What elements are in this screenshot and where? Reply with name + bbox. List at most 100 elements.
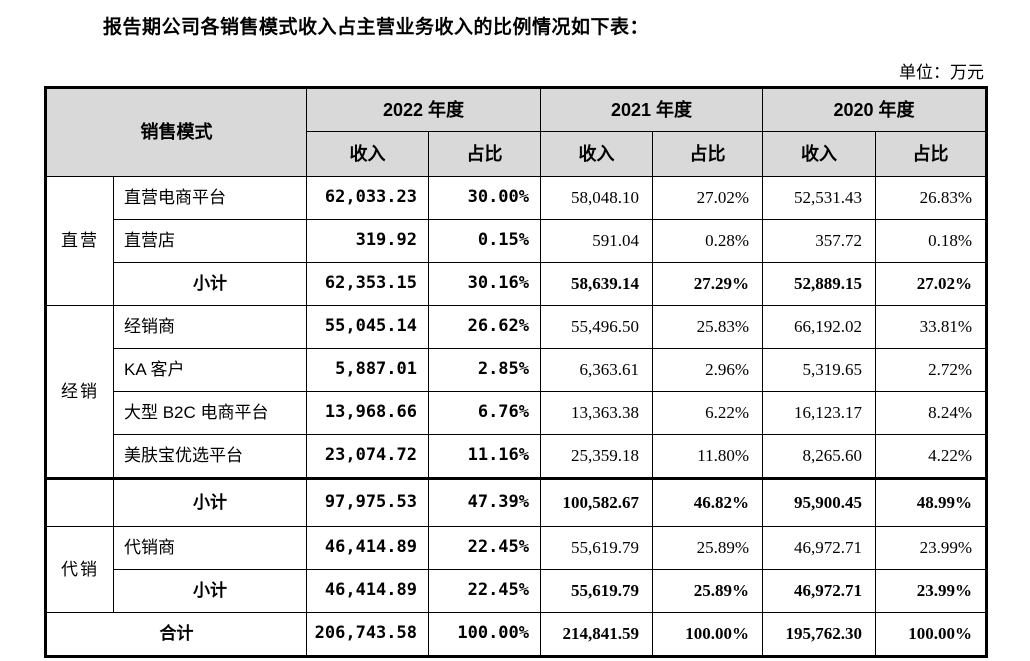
value-2020-ratio: 100.00% bbox=[875, 612, 988, 657]
value-2022-ratio: 47.39% bbox=[427, 477, 542, 527]
value-2020-ratio: 48.99% bbox=[875, 477, 988, 527]
header-2021-income: 收入 bbox=[540, 131, 654, 177]
value-2022-income: 23,074.72 bbox=[306, 434, 429, 479]
value-2020-ratio: 33.81% bbox=[875, 305, 988, 349]
value-2022-income: 13,968.66 bbox=[306, 391, 429, 435]
value-2020-ratio: 0.18% bbox=[875, 219, 988, 263]
subtotal-label: 小计 bbox=[113, 569, 307, 613]
subtotal-label: 小计 bbox=[113, 262, 307, 306]
value-2021-ratio: 2.96% bbox=[652, 348, 764, 392]
value-2021-ratio: 25.83% bbox=[652, 305, 764, 349]
table-row: 大型 B2C 电商平台 13,968.66 6.76% 13,363.38 6.… bbox=[46, 391, 988, 435]
value-2022-income: 206,743.58 bbox=[306, 612, 429, 657]
value-2022-ratio: 100.00% bbox=[427, 612, 542, 657]
value-2021-ratio: 27.02% bbox=[652, 176, 764, 220]
table-header: 销售模式 2022 年度 2021 年度 2020 年度 收入 占比 收入 占比… bbox=[45, 87, 988, 177]
value-2022-ratio: 30.00% bbox=[427, 176, 542, 220]
value-2020-income: 52,889.15 bbox=[762, 262, 877, 306]
value-2021-income: 58,639.14 bbox=[540, 262, 654, 306]
value-2021-ratio: 11.80% bbox=[652, 434, 764, 479]
value-2021-income: 58,048.10 bbox=[540, 176, 654, 220]
value-2020-ratio: 27.02% bbox=[875, 262, 988, 306]
table-row: 美肤宝优选平台 23,074.72 11.16% 25,359.18 11.80… bbox=[46, 434, 988, 479]
value-2020-ratio: 23.99% bbox=[875, 526, 988, 570]
header-row-metrics: 收入 占比 收入 占比 收入 占比 bbox=[46, 131, 988, 177]
value-2020-income: 16,123.17 bbox=[762, 391, 877, 435]
table-body: 直营 直营电商平台 62,033.23 30.00% 58,048.10 27.… bbox=[45, 176, 988, 657]
total-row: 合计 206,743.58 100.00% 214,841.59 100.00%… bbox=[45, 612, 988, 657]
value-2020-ratio: 26.83% bbox=[875, 176, 988, 220]
value-2021-income: 55,619.79 bbox=[540, 569, 654, 613]
value-2022-income: 46,414.89 bbox=[306, 526, 429, 570]
header-2020-income: 收入 bbox=[762, 131, 877, 177]
empty-group-cell bbox=[45, 477, 114, 527]
group-distribution-label: 经销 bbox=[45, 305, 114, 479]
header-year-2022: 2022 年度 bbox=[305, 87, 542, 132]
value-2020-income: 8,265.60 bbox=[762, 434, 877, 479]
value-2021-ratio: 0.28% bbox=[652, 219, 764, 263]
value-2020-ratio: 8.24% bbox=[875, 391, 988, 435]
value-2022-ratio: 22.45% bbox=[427, 569, 542, 613]
header-row-years: 销售模式 2022 年度 2021 年度 2020 年度 bbox=[45, 87, 988, 177]
row-label: 代销商 bbox=[113, 526, 307, 570]
table-row: KA 客户 5,887.01 2.85% 6,363.61 2.96% 5,31… bbox=[46, 348, 988, 392]
subtotal-label: 小计 bbox=[113, 477, 307, 527]
value-2020-ratio: 2.72% bbox=[875, 348, 988, 392]
row-label: 直营电商平台 bbox=[113, 176, 307, 220]
value-2022-ratio: 0.15% bbox=[427, 219, 542, 263]
value-2020-ratio: 23.99% bbox=[875, 569, 988, 613]
header-2022-ratio: 占比 bbox=[427, 131, 542, 177]
row-label: KA 客户 bbox=[113, 348, 307, 392]
header-2022-income: 收入 bbox=[306, 131, 429, 177]
value-2021-income: 214,841.59 bbox=[540, 612, 654, 657]
value-2022-income: 97,975.53 bbox=[306, 477, 429, 527]
group-consignment-label: 代销 bbox=[45, 526, 114, 613]
total-label: 合计 bbox=[45, 612, 307, 657]
value-2021-income: 55,619.79 bbox=[540, 526, 654, 570]
header-2020-ratio: 占比 bbox=[875, 131, 988, 177]
subtotal-row-distribution: 小计 97,975.53 47.39% 100,582.67 46.82% 95… bbox=[45, 477, 988, 527]
value-2020-ratio: 4.22% bbox=[875, 434, 988, 479]
value-2021-income: 100,582.67 bbox=[540, 477, 654, 527]
value-2021-ratio: 6.22% bbox=[652, 391, 764, 435]
header-2021-ratio: 占比 bbox=[652, 131, 764, 177]
value-2021-income: 6,363.61 bbox=[540, 348, 654, 392]
value-2022-ratio: 11.16% bbox=[427, 434, 542, 479]
value-2020-income: 195,762.30 bbox=[762, 612, 877, 657]
value-2021-ratio: 27.29% bbox=[652, 262, 764, 306]
value-2022-income: 46,414.89 bbox=[306, 569, 429, 613]
unit-label: 单位：万元 bbox=[899, 63, 984, 82]
value-2020-income: 46,972.71 bbox=[762, 526, 877, 570]
value-2022-ratio: 2.85% bbox=[427, 348, 542, 392]
value-2021-ratio: 46.82% bbox=[652, 477, 764, 527]
value-2022-income: 55,045.14 bbox=[306, 305, 429, 349]
value-2020-income: 66,192.02 bbox=[762, 305, 877, 349]
value-2021-ratio: 25.89% bbox=[652, 526, 764, 570]
value-2020-income: 95,900.45 bbox=[762, 477, 877, 527]
subtotal-row-direct: 小计 62,353.15 30.16% 58,639.14 27.29% 52,… bbox=[46, 262, 988, 306]
row-label: 经销商 bbox=[113, 305, 307, 349]
value-2022-ratio: 30.16% bbox=[427, 262, 542, 306]
value-2022-ratio: 22.45% bbox=[427, 526, 542, 570]
value-2022-ratio: 6.76% bbox=[427, 391, 542, 435]
row-label: 大型 B2C 电商平台 bbox=[113, 391, 307, 435]
value-2021-income: 591.04 bbox=[540, 219, 654, 263]
value-2022-income: 62,033.23 bbox=[306, 176, 429, 220]
row-label: 美肤宝优选平台 bbox=[113, 434, 307, 479]
table-row: 经销 经销商 55,045.14 26.62% 55,496.50 25.83%… bbox=[45, 305, 988, 479]
value-2022-ratio: 26.62% bbox=[427, 305, 542, 349]
value-2021-ratio: 25.89% bbox=[652, 569, 764, 613]
value-2020-income: 357.72 bbox=[762, 219, 877, 263]
value-2020-income: 52,531.43 bbox=[762, 176, 877, 220]
value-2021-ratio: 100.00% bbox=[652, 612, 764, 657]
value-2020-income: 46,972.71 bbox=[762, 569, 877, 613]
value-2021-income: 55,496.50 bbox=[540, 305, 654, 349]
header-year-2020: 2020 年度 bbox=[762, 87, 988, 132]
subtotal-row-consignment: 小计 46,414.89 22.45% 55,619.79 25.89% 46,… bbox=[46, 569, 988, 613]
row-label: 直营店 bbox=[113, 219, 307, 263]
table-row: 代销 代销商 46,414.89 22.45% 55,619.79 25.89%… bbox=[45, 526, 988, 613]
table-row: 直营 直营电商平台 62,033.23 30.00% 58,048.10 27.… bbox=[45, 176, 988, 306]
value-2021-income: 13,363.38 bbox=[540, 391, 654, 435]
value-2020-income: 5,319.65 bbox=[762, 348, 877, 392]
value-2022-income: 319.92 bbox=[306, 219, 429, 263]
